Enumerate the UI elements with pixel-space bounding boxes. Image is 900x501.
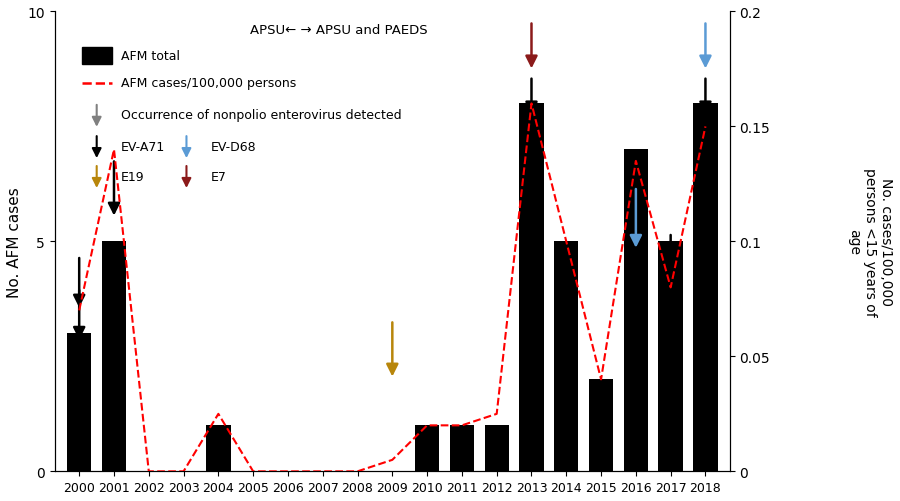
Bar (554, 242, 579, 471)
Text: E7: E7 (211, 170, 227, 183)
Bar (659, 242, 683, 471)
Bar (624, 150, 648, 471)
Bar (589, 380, 613, 471)
Bar (415, 425, 439, 471)
Text: APSU← → APSU and PAEDS: APSU← → APSU and PAEDS (249, 24, 428, 37)
Bar (450, 425, 474, 471)
Bar (67, 334, 92, 471)
Text: E19: E19 (121, 170, 145, 183)
Y-axis label: No. AFM cases: No. AFM cases (7, 187, 22, 297)
FancyBboxPatch shape (82, 48, 112, 65)
Y-axis label: No. cases/100,000
persons <15 years of
age: No. cases/100,000 persons <15 years of a… (847, 168, 893, 316)
Text: AFM cases/100,000 persons: AFM cases/100,000 persons (121, 77, 296, 90)
Bar (206, 425, 230, 471)
Bar (484, 425, 508, 471)
Text: EV-D68: EV-D68 (211, 140, 256, 153)
Bar (102, 242, 126, 471)
Text: AFM total: AFM total (121, 50, 180, 63)
Text: Occurrence of nonpolio enterovirus detected: Occurrence of nonpolio enterovirus detec… (121, 109, 401, 122)
Bar (693, 104, 717, 471)
Bar (519, 104, 544, 471)
Text: EV-A71: EV-A71 (121, 140, 166, 153)
